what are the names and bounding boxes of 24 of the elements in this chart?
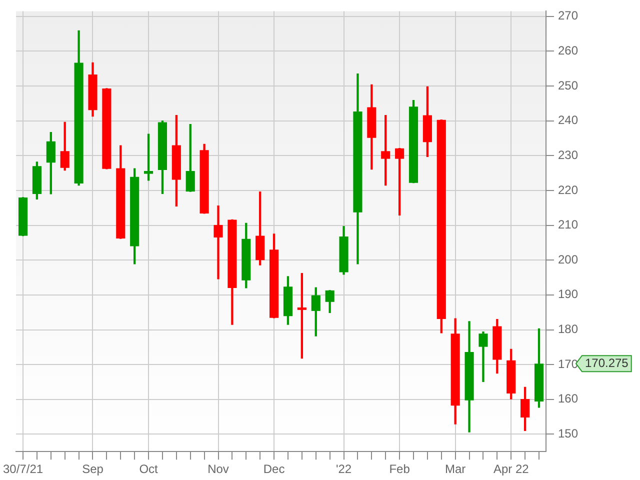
y-tick-label: 200 — [558, 252, 578, 266]
y-tick-label: 240 — [558, 113, 578, 128]
x-tick-label: '22 — [336, 462, 352, 476]
x-tick-label: Feb — [389, 462, 410, 476]
y-tick-label: 210 — [558, 218, 578, 232]
y-tick-label: 270 — [558, 8, 578, 23]
text: 170.275 — [584, 356, 629, 370]
x-tick-label: Apr 22 — [493, 462, 530, 476]
candlestick — [297, 273, 306, 359]
x-tick-label: Dec — [263, 462, 285, 476]
candlestick — [214, 205, 223, 280]
x-tick-label: Mar — [444, 462, 466, 476]
y-tick-label: 190 — [558, 287, 578, 302]
y-tick-label: 220 — [558, 182, 578, 197]
x-tick-label: Oct — [139, 462, 159, 476]
y-tick-label: 230 — [558, 148, 578, 162]
x-tick-label: 30/7/21 — [2, 462, 44, 476]
y-tick-label: 250 — [558, 78, 578, 92]
x-tick-label: Nov — [208, 462, 229, 476]
y-tick-label: 180 — [558, 322, 578, 336]
x-tick-label: Sep — [82, 462, 104, 476]
y-tick-label: 150 — [558, 426, 578, 441]
y-tick-label: 160 — [558, 392, 578, 406]
y-tick-label: 260 — [558, 44, 578, 58]
